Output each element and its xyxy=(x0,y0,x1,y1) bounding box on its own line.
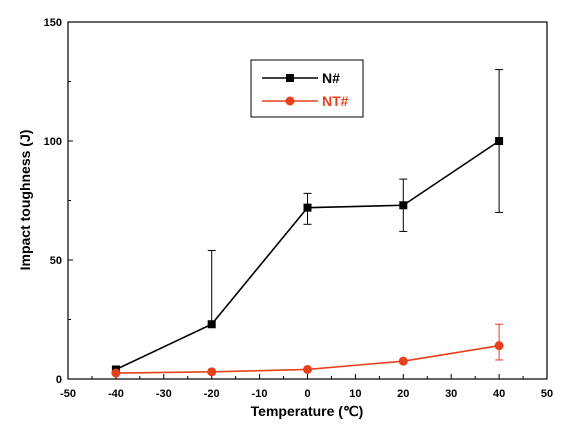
legend-marker xyxy=(286,74,294,82)
series-layer xyxy=(111,69,504,378)
y-axis-ticks: 0 50 100 150 xyxy=(44,17,73,386)
y-tick-label: 0 xyxy=(56,374,62,386)
y-tick-label: 50 xyxy=(50,255,62,267)
x-tick-label: -30 xyxy=(156,388,172,400)
data-point xyxy=(398,356,408,366)
data-point xyxy=(494,341,504,351)
x-axis-label: Temperature (℃) xyxy=(251,403,364,419)
x-axis-ticks: -50 -40 -30 -20 -10 0 10 20 30 40 50 xyxy=(60,374,553,400)
x-tick-label: 50 xyxy=(541,388,553,400)
x-tick-label: 30 xyxy=(445,388,457,400)
data-point xyxy=(111,368,121,378)
legend: N# NT# xyxy=(250,59,364,118)
legend-label: N# xyxy=(322,70,340,86)
legend-label: NT# xyxy=(322,93,349,109)
legend-box xyxy=(250,59,364,118)
x-tick-label: -10 xyxy=(252,388,268,400)
x-tick-label: 20 xyxy=(397,388,409,400)
x-tick-label: -50 xyxy=(60,388,76,400)
series-2 xyxy=(111,323,504,378)
y-axis-label: Impact toughness (J) xyxy=(17,130,33,271)
x-tick-label: 10 xyxy=(349,388,361,400)
legend-marker xyxy=(285,96,295,106)
x-tick-label: -20 xyxy=(204,388,220,400)
x-tick-label: 40 xyxy=(493,388,505,400)
series-line xyxy=(115,140,500,371)
data-point xyxy=(303,203,312,212)
data-point xyxy=(399,201,408,210)
y-tick-label: 150 xyxy=(44,17,62,29)
data-point xyxy=(207,367,217,377)
x-tick-label: 0 xyxy=(304,388,310,400)
x-tick-label: -40 xyxy=(108,388,124,400)
y-tick-label: 100 xyxy=(44,136,62,148)
data-point xyxy=(303,364,312,374)
data-point xyxy=(207,320,216,329)
data-point xyxy=(495,137,504,145)
